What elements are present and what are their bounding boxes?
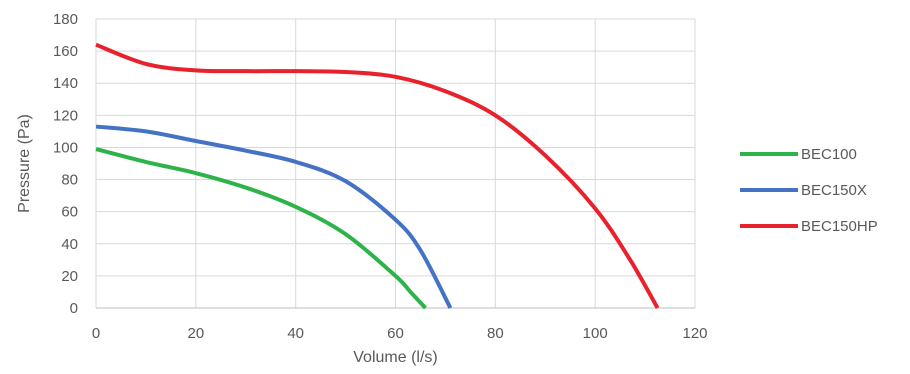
y-tick-label: 140	[53, 75, 78, 92]
x-tick-label: 60	[387, 325, 404, 342]
x-tick-label: 20	[187, 325, 204, 342]
legend-label-bec100: BEC100	[801, 146, 857, 163]
x-axis-title: Volume (l/s)	[353, 349, 437, 366]
legend-label-bec150x: BEC150X	[801, 182, 867, 199]
y-tick-label: 40	[61, 236, 78, 253]
x-tick-label: 40	[287, 325, 304, 342]
x-tick-label: 100	[583, 325, 608, 342]
x-tick-label: 80	[487, 325, 504, 342]
legend-label-bec150hp: BEC150HP	[801, 218, 878, 235]
y-tick-label: 120	[53, 107, 78, 124]
y-tick-label: 160	[53, 43, 78, 60]
y-tick-label: 20	[61, 268, 78, 285]
y-tick-label: 60	[61, 204, 78, 221]
y-axis-title: Pressure (Pa)	[16, 114, 33, 213]
series-line-bec100	[95, 147, 427, 310]
plot-area	[95, 42, 660, 310]
y-tick-label: 80	[61, 172, 78, 189]
legend: BEC100 BEC150X BEC150HP	[740, 146, 878, 235]
y-tick-label: 180	[53, 11, 78, 28]
series-line-bec150x	[95, 124, 453, 309]
grid	[95, 18, 696, 308]
series-line-bec150hp	[95, 42, 660, 309]
y-tick-label: 100	[53, 139, 78, 156]
y-tick-label: 0	[70, 300, 78, 317]
x-tick-label: 0	[92, 325, 100, 342]
axes: 0 20 40 60 80 100 120 140 160 180 0 20 40 60 80 100 120	[53, 11, 708, 342]
x-tick-label: 120	[682, 325, 707, 342]
